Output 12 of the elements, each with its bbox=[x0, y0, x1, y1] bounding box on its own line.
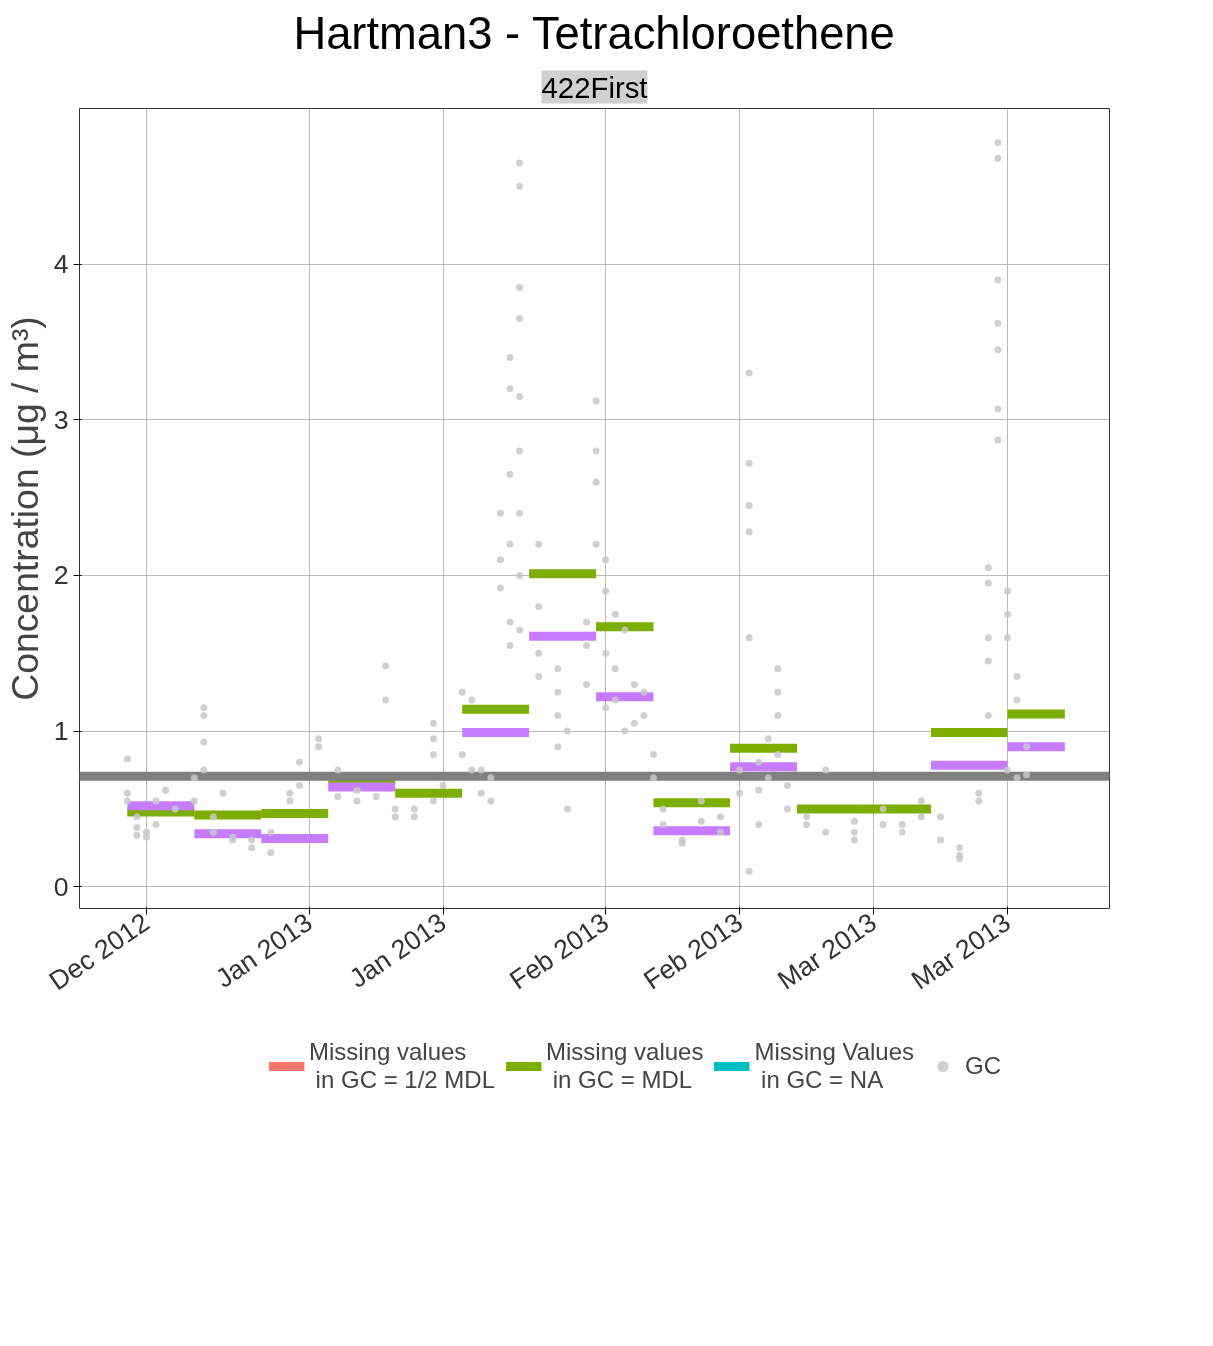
y-tick-label: 4 bbox=[53, 249, 69, 280]
chart-title: Hartman3 - Tetrachloroethene bbox=[293, 7, 895, 59]
legend-label: Missing Values in GC = NA bbox=[754, 1038, 915, 1094]
legend-label: Missing values in GC = MDL bbox=[546, 1038, 704, 1094]
y-tick-label: 0 bbox=[53, 871, 69, 902]
legend-label: GC bbox=[965, 1052, 1002, 1080]
y-axis-title: Concentration (μg / m³) bbox=[3, 316, 46, 701]
legend-label: Missing values in GC = 1/2 MDL bbox=[308, 1038, 496, 1094]
y-tick-label: 2 bbox=[53, 560, 69, 591]
y-tick-label: 3 bbox=[53, 404, 69, 435]
chart-subtitle: 422First bbox=[541, 70, 648, 104]
y-tick-label: 1 bbox=[53, 716, 69, 747]
